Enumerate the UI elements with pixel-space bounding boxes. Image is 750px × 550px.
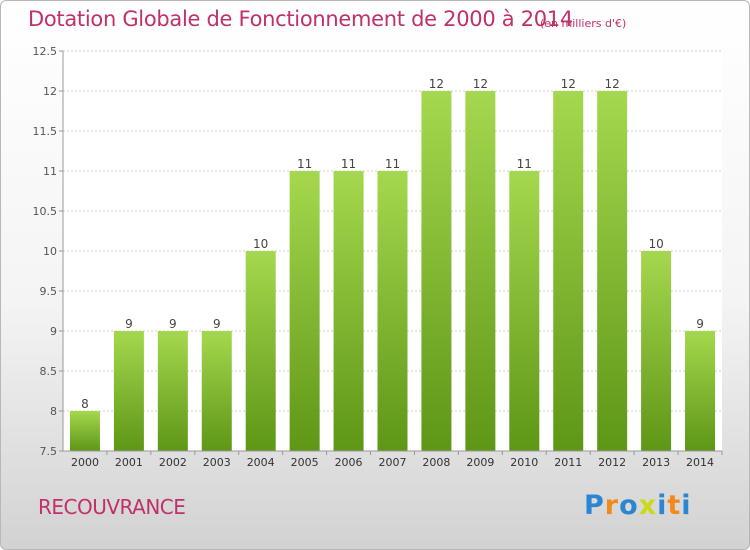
y-tick-label: 12.5 bbox=[33, 45, 58, 58]
value-label: 8 bbox=[81, 397, 89, 411]
y-tick-label: 11.5 bbox=[33, 125, 58, 138]
logo-letter: x bbox=[638, 490, 658, 521]
value-label: 9 bbox=[696, 317, 704, 331]
y-tick-label: 10.5 bbox=[33, 205, 58, 218]
bar bbox=[641, 251, 672, 451]
value-label: 12 bbox=[561, 77, 576, 91]
value-label: 9 bbox=[213, 317, 221, 331]
x-tick-label: 2011 bbox=[554, 456, 582, 469]
x-tick-label: 2006 bbox=[335, 456, 363, 469]
bar bbox=[157, 331, 188, 451]
x-tick-label: 2005 bbox=[291, 456, 319, 469]
y-tick-label: 7.5 bbox=[40, 445, 58, 458]
x-tick-labels: 2000 2001 2002 2003 2004 2005 2006 2007 2008 2009… bbox=[71, 456, 714, 469]
logo-letter: o bbox=[619, 490, 639, 521]
x-tick-label: 2004 bbox=[247, 456, 275, 469]
y-tick-label: 8.5 bbox=[40, 365, 58, 378]
x-tick-label: 2009 bbox=[466, 456, 494, 469]
bar bbox=[113, 331, 144, 451]
bar bbox=[333, 171, 364, 451]
bar bbox=[245, 251, 276, 451]
y-tick-label: 11 bbox=[43, 165, 57, 178]
y-tick-label: 9.5 bbox=[40, 285, 58, 298]
bar bbox=[597, 91, 628, 451]
x-tick-label: 2007 bbox=[379, 456, 407, 469]
value-label: 11 bbox=[517, 157, 532, 171]
x-tick-label: 2014 bbox=[686, 456, 714, 469]
x-tick-label: 2013 bbox=[642, 456, 670, 469]
logo-letter: t bbox=[667, 490, 682, 521]
bar bbox=[509, 171, 540, 451]
value-label: 10 bbox=[253, 237, 268, 251]
value-labels: 8 9 9 9 10 11 11 11 12 12 11 12 12 10 9 bbox=[81, 77, 704, 411]
bar bbox=[553, 91, 584, 451]
bar bbox=[69, 411, 100, 451]
value-label: 9 bbox=[169, 317, 177, 331]
bar bbox=[465, 91, 496, 451]
bar bbox=[421, 91, 452, 451]
value-label: 11 bbox=[297, 157, 312, 171]
y-tick-label: 8 bbox=[50, 405, 57, 418]
x-tick-label: 2000 bbox=[71, 456, 99, 469]
value-label: 11 bbox=[341, 157, 356, 171]
bar bbox=[201, 331, 232, 451]
x-tick-label: 2010 bbox=[510, 456, 538, 469]
commune-name: RECOUVRANCE bbox=[38, 495, 186, 519]
y-tick-label: 12 bbox=[43, 85, 57, 98]
logo-letter: i bbox=[681, 490, 692, 521]
bars bbox=[69, 91, 716, 451]
x-tick-label: 2003 bbox=[203, 456, 231, 469]
value-label: 12 bbox=[473, 77, 488, 91]
x-tick-label: 2008 bbox=[422, 456, 450, 469]
y-tick-labels: 7.5 8 8.5 9 9.5 10 10.5 11 11.5 12 12.5 bbox=[33, 45, 58, 458]
bar bbox=[377, 171, 408, 451]
y-tick-label: 10 bbox=[43, 245, 57, 258]
chart-title: Dotation Globale de Fonctionnement de 20… bbox=[28, 7, 573, 31]
value-label: 12 bbox=[605, 77, 620, 91]
x-tick-label: 2012 bbox=[598, 456, 626, 469]
logo-letter: i bbox=[657, 490, 668, 521]
chart-unit: (en milliers d'€) bbox=[540, 17, 627, 30]
value-label: 11 bbox=[385, 157, 400, 171]
value-label: 10 bbox=[648, 237, 663, 251]
bar bbox=[289, 171, 320, 451]
x-tick-label: 2002 bbox=[159, 456, 187, 469]
bar bbox=[685, 331, 716, 451]
axes bbox=[59, 50, 723, 455]
value-label: 12 bbox=[429, 77, 444, 91]
y-tick-label: 9 bbox=[50, 325, 57, 338]
value-label: 9 bbox=[125, 317, 133, 331]
proxiti-logo: Proxiti bbox=[584, 490, 692, 521]
logo-letter: P bbox=[584, 490, 605, 521]
logo-letter: r bbox=[604, 490, 620, 521]
x-tick-label: 2001 bbox=[115, 456, 143, 469]
